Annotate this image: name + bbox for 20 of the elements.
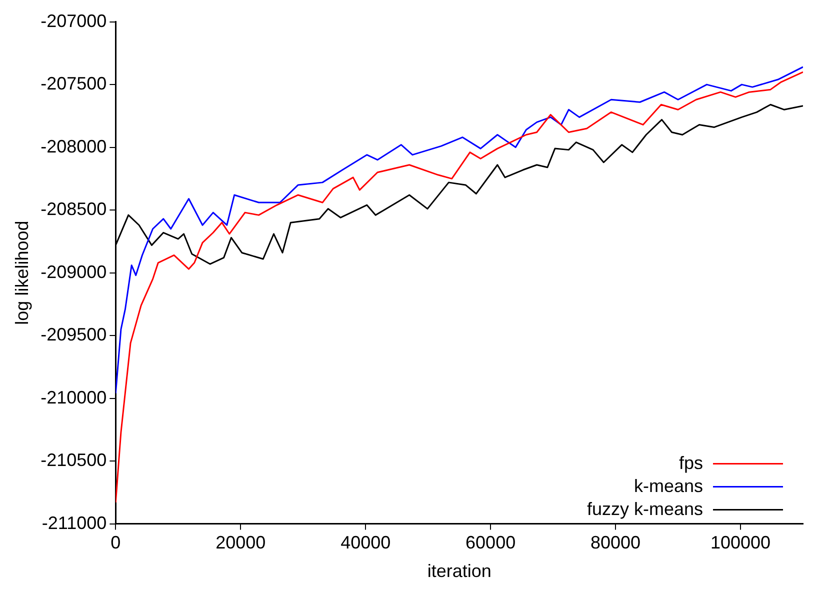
y-tick-label: -207500 xyxy=(40,74,107,94)
legend-label: fps xyxy=(678,452,703,473)
x-tick-label: 40000 xyxy=(340,532,391,553)
x-axis-title: iteration xyxy=(427,561,492,582)
y-axis-title: log likelihood xyxy=(12,220,32,325)
y-tick-label: -208500 xyxy=(40,199,107,220)
y-tick-label: -210000 xyxy=(40,387,107,408)
y-tick-label: -211000 xyxy=(42,512,107,533)
y-tick-label: -210500 xyxy=(40,450,107,470)
x-tick-label: 0 xyxy=(110,532,121,553)
y-tick-label: -209500 xyxy=(40,324,107,345)
y-tick-label: -209000 xyxy=(40,262,107,282)
y-tick-label: -208000 xyxy=(40,136,107,156)
x-tick-label: 100000 xyxy=(710,532,771,553)
y-tick-label: -207000 xyxy=(40,10,107,31)
x-tick-label: 20000 xyxy=(216,532,266,553)
x-tick-label: 80000 xyxy=(590,532,641,553)
legend-label: fuzzy k-means xyxy=(586,498,703,519)
x-tick-label: 60000 xyxy=(466,532,516,553)
legend-label: k-means xyxy=(634,476,703,496)
